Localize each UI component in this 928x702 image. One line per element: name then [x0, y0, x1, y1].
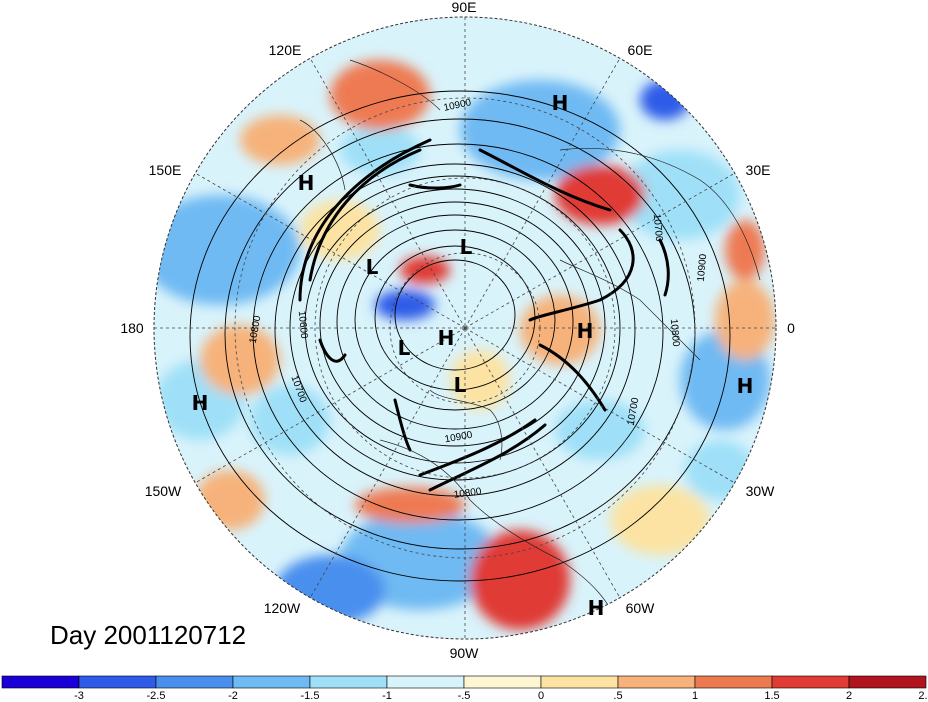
- colorbar-swatch: [1, 675, 80, 689]
- contour-label: 10800: [668, 318, 681, 347]
- colorbar-swatch: [694, 675, 773, 689]
- lon-label-150w: 150W: [145, 483, 182, 499]
- lon-label-0: 0: [787, 320, 795, 336]
- contour-label: 10600: [296, 310, 309, 339]
- lon-label-180: 180: [120, 320, 144, 336]
- lon-label-120e: 120E: [269, 42, 302, 58]
- lon-label-90w: 90W: [450, 645, 480, 661]
- jet-streaks: [298, 138, 670, 492]
- high-center: H: [192, 391, 209, 415]
- lon-label-120w: 120W: [264, 600, 301, 616]
- height-contours: [189, 90, 731, 582]
- colorbar-tick-label: -.5: [458, 690, 471, 702]
- contour-label: 10900: [444, 430, 474, 446]
- colorbar: -3-2.5-2-1.5-1-.50.511.522.53: [1, 675, 928, 702]
- map-boundary: [153, 16, 777, 640]
- lon-label-30e: 30E: [746, 162, 771, 178]
- contour-label: 10900: [696, 253, 709, 282]
- contour-label: 10800: [453, 486, 483, 501]
- lon-label-30w: 30W: [746, 483, 776, 499]
- graticule: [154, 17, 776, 639]
- contour-label: 10700: [651, 213, 664, 242]
- colorbar-swatch: [771, 675, 850, 689]
- lon-label-60e: 60E: [628, 42, 653, 58]
- date-label: Day 2001120712: [50, 620, 247, 650]
- colorbar-swatch: [386, 675, 465, 689]
- lon-label-90e: 90E: [452, 0, 477, 15]
- colorbar-tick-label: 1: [692, 690, 698, 702]
- lon-label-150e: 150E: [149, 162, 182, 178]
- contour-value-labels: 10900 10800 10600 10700 10700 10900 1080…: [248, 97, 710, 501]
- colorbar-tick-label: 0: [538, 690, 544, 702]
- colorbar-swatch: [848, 675, 927, 689]
- high-center: H: [737, 374, 754, 398]
- colorbar-swatch: [540, 675, 619, 689]
- colorbar-swatch: [78, 675, 157, 689]
- colorbar-tick-label: -1.5: [301, 690, 320, 702]
- colorbar-tick-label: -2: [228, 690, 238, 702]
- high-center: H: [577, 319, 594, 343]
- coastlines: [299, 59, 761, 631]
- contour-label: 10700: [626, 396, 642, 426]
- high-center: H: [298, 171, 315, 195]
- low-center: L: [398, 336, 411, 360]
- colorbar-tick-label: .5: [613, 690, 622, 702]
- colorbar-swatch: [617, 675, 696, 689]
- colorbar-swatch: [309, 675, 388, 689]
- contour-label: 10800: [248, 314, 264, 344]
- colorbar-tick-label: -1: [382, 690, 392, 702]
- pressure-center-labels: H H H H H H H L L L L: [192, 91, 754, 620]
- low-center: L: [460, 235, 473, 259]
- low-center: L: [366, 255, 379, 279]
- colorbar-tick-label: 1.5: [764, 690, 779, 702]
- colorbar-swatch: [232, 675, 311, 689]
- colorbar-tick-label: -3: [74, 690, 84, 702]
- high-center: H: [438, 326, 455, 350]
- longitude-labels: 90E 60E 120E 150E 30E 180 0 150W 30W 120…: [120, 0, 795, 661]
- colorbar-tick-label: -2.5: [147, 690, 166, 702]
- colorbar-tick-label: 2.5: [918, 690, 928, 702]
- lon-label-60w: 60W: [626, 600, 656, 616]
- colorbar-swatch: [155, 675, 234, 689]
- high-center: H: [588, 596, 605, 620]
- colorbar-swatch: [463, 675, 542, 689]
- colorbar-tick-label: 2: [846, 690, 852, 702]
- high-center: H: [552, 91, 569, 115]
- low-center: L: [454, 373, 467, 397]
